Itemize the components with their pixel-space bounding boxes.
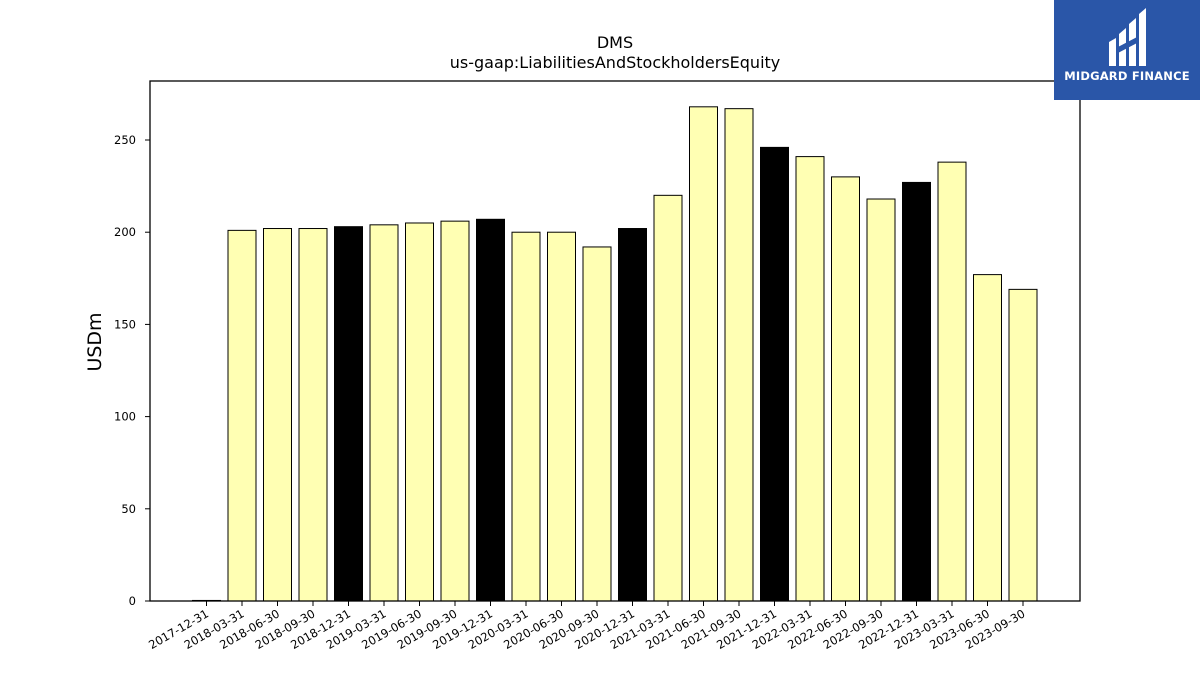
- bar-2021-03-31: [653, 194, 683, 602]
- bar-2018-09-30: [298, 228, 328, 602]
- bar-2020-03-31: [511, 231, 541, 602]
- bar-2022-03-31: [795, 156, 825, 602]
- bar-2020-09-30: [582, 246, 612, 602]
- bar-2018-03-31: [227, 229, 257, 602]
- plot-frame: [149, 80, 1081, 602]
- bar-2022-12-31: [902, 181, 931, 602]
- y-tick-label: 250: [114, 133, 136, 147]
- y-tick-label: 100: [114, 410, 136, 424]
- bars-group: [192, 106, 1038, 602]
- y-tick-label: 150: [114, 317, 136, 331]
- logo-text: MIDGARD FINANCE: [1064, 69, 1190, 83]
- y-tick-label: 50: [121, 502, 136, 516]
- bar-2021-09-30: [724, 108, 754, 602]
- bar-2021-06-30: [689, 106, 718, 602]
- bar-2019-09-30: [440, 220, 470, 602]
- bar-2023-03-31: [937, 161, 967, 602]
- chart-title: DMS: [597, 33, 633, 52]
- x-ticks-group: 2017-12-312018-03-312018-06-302018-09-30…: [146, 601, 1028, 652]
- midgard-logo-icon: [1109, 8, 1146, 66]
- bar-2019-06-30: [405, 222, 434, 602]
- bar-2019-12-31: [476, 218, 505, 602]
- bar-2022-06-30: [831, 176, 860, 602]
- bar-2018-06-30: [263, 228, 292, 602]
- bar-2023-06-30: [973, 274, 1002, 602]
- y-tick-label: 200: [114, 225, 136, 239]
- midgard-finance-logo: MIDGARD FINANCE: [1054, 0, 1200, 100]
- bar-2019-03-31: [369, 224, 399, 602]
- bar-2021-12-31: [760, 146, 789, 602]
- y-tick-label: 0: [129, 594, 136, 608]
- y-ticks-group: 0 50 100 150 200 250: [114, 133, 150, 608]
- y-axis-label: USDm: [84, 312, 106, 371]
- bar-2023-09-30: [1008, 288, 1038, 602]
- bar-2018-12-31: [334, 226, 363, 602]
- bar-2020-12-31: [618, 228, 647, 602]
- chart-subtitle: us-gaap:LiabilitiesAndStockholdersEquity: [450, 53, 781, 72]
- bar-2022-09-30: [866, 198, 896, 602]
- bar-2020-06-30: [547, 231, 576, 602]
